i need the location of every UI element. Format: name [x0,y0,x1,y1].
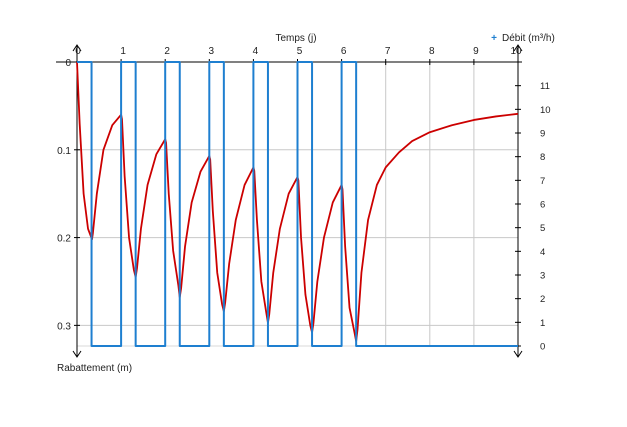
y2-tick-label: 10 [540,105,551,116]
y-axis-label: Rabattement (m) [57,363,132,374]
y-tick-label: 0.1 [57,146,71,157]
y2-tick-label: 0 [540,342,545,353]
y2-tick-label: 7 [540,176,545,187]
y2-tick-label: 8 [540,152,545,163]
y-tick-label: 0 [65,58,71,69]
y2-axis-label: Débit (m³/h) [502,33,555,44]
x-tick-label: 5 [297,46,303,57]
y-axis-arrow-bottom [72,350,82,358]
y-axis-arrow-top [72,44,82,52]
series-line-debit [77,61,518,347]
x-tick-label: 2 [164,46,170,57]
y2-axis-arrow-top [513,44,523,52]
y2-tick-label: 1 [540,318,545,329]
x-tick-label: 7 [385,46,391,57]
tick-labels: 0 1 2 3 4 5 6 7 8 9 10 0 0.1 0.2 0.3 0 1 2 3 4 5 6 7 8 9 10 11 [57,46,550,353]
y2-tick-label: 4 [540,247,545,258]
y2-tick-label: 9 [540,129,545,140]
y2-axis-marker: + [491,33,497,44]
y2-tick-label: 6 [540,200,545,211]
x-axis-label: Temps (j) [275,33,316,44]
axis-labels: Temps (j) Rabattement (m) + Débit (m³/h) [57,33,555,374]
x-tick-label: 1 [120,46,126,57]
x-tick-label: 10 [510,46,522,57]
x-tick-label: 8 [429,46,435,57]
y2-tick-label: 5 [540,223,545,234]
x-tick-label: 3 [209,46,215,57]
y-tick-label: 0.3 [57,321,71,332]
y2-axis-arrow-bottom [513,350,523,358]
x-tick-label: 0 [75,46,81,57]
x-tick-label: 6 [341,46,347,57]
y2-tick-label: 11 [540,81,550,92]
series-group [76,61,519,347]
x-tick-label: 4 [253,46,259,57]
y-tick-label: 0.2 [57,234,71,245]
y2-tick-label: 2 [540,294,545,305]
x-tick-label: 9 [473,46,479,57]
y2-tick-label: 3 [540,271,545,282]
